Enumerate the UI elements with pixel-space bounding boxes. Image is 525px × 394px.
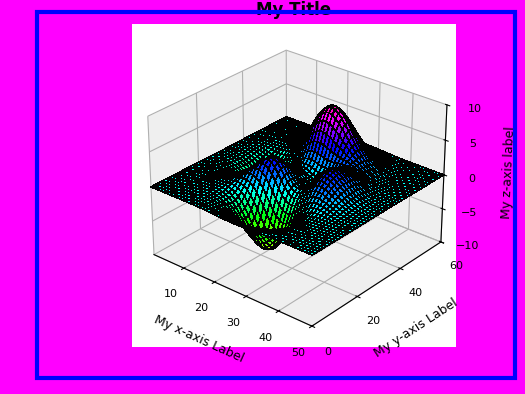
Y-axis label: My y-axis Label: My y-axis Label <box>372 297 460 360</box>
Title: My Title: My Title <box>256 1 332 19</box>
X-axis label: My x-axis Label: My x-axis Label <box>152 313 246 365</box>
